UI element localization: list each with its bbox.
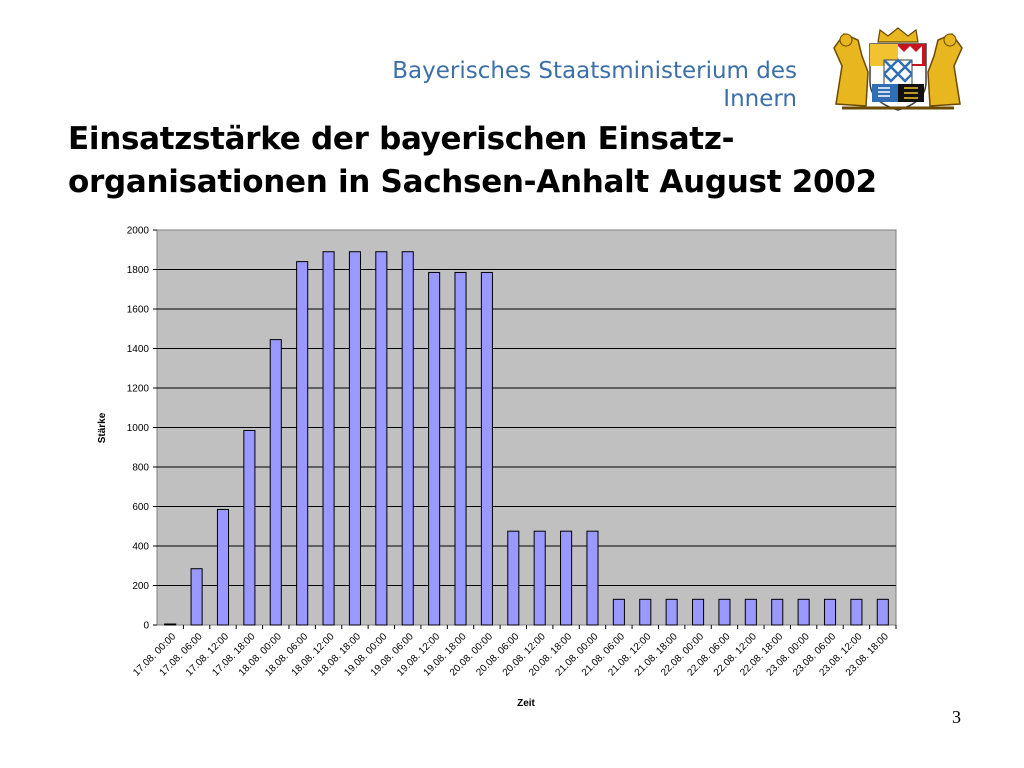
- y-tick-label: 400: [132, 542, 149, 553]
- bar: [428, 271, 441, 626]
- bar: [216, 508, 230, 626]
- slide-title-line2: organisationen in Sachsen-Anhalt August …: [68, 164, 877, 200]
- bar: [348, 251, 361, 626]
- bar: [507, 530, 520, 626]
- bar: [797, 598, 810, 626]
- bar: [190, 568, 203, 626]
- bar: [612, 598, 625, 626]
- bar: [744, 598, 757, 626]
- bar: [296, 261, 309, 626]
- bars: [164, 251, 889, 626]
- bar: [322, 251, 335, 626]
- bar: [823, 598, 837, 626]
- y-axis-label: Stärke: [97, 412, 108, 443]
- bar: [771, 598, 784, 626]
- bar: [560, 530, 573, 626]
- bar: [375, 251, 388, 626]
- bar: [876, 598, 889, 626]
- bar: [480, 271, 493, 626]
- y-tick-label: 200: [132, 581, 149, 592]
- bar: [269, 339, 282, 626]
- bar: [586, 530, 599, 626]
- bar: [665, 598, 678, 626]
- bavarian-coat-of-arms-icon: [833, 27, 963, 111]
- bar: [639, 598, 652, 626]
- bar: [850, 598, 863, 626]
- bar: [454, 271, 467, 626]
- ministry-name-line2: Innern: [723, 86, 797, 112]
- bar: [533, 530, 546, 626]
- y-tick-labels: 0 200 400 600 800 1000 1200 1400 1600 1800 2000: [127, 226, 157, 632]
- y-tick-label: 600: [132, 502, 149, 513]
- y-tick-label: 2000: [127, 226, 150, 237]
- y-tick-label: 0: [143, 621, 149, 632]
- bar: [164, 623, 177, 626]
- y-tick-label: 1800: [127, 265, 150, 276]
- ministry-name-line1: Bayerisches Staatsministerium des: [392, 58, 797, 84]
- bar: [692, 598, 705, 626]
- slide-title-line1: Einsatzstärke der bayerischen Einsatz-: [68, 121, 735, 157]
- bar: [243, 429, 256, 626]
- bar: [401, 251, 414, 626]
- x-axis-label: Zeit: [517, 698, 535, 709]
- y-tick-label: 1400: [127, 344, 150, 355]
- slide-title: Einsatzstärke der bayerischen Einsatz- o…: [68, 118, 968, 204]
- y-tick-label: 800: [132, 463, 149, 474]
- y-tick-label: 1200: [127, 384, 150, 395]
- bar: [718, 598, 731, 626]
- page-number: 3: [952, 707, 961, 727]
- ministry-name: Bayerisches Staatsministerium des Innern: [297, 57, 797, 113]
- y-tick-label: 1000: [127, 423, 150, 434]
- y-tick-label: 1600: [127, 305, 150, 316]
- gridlines: [157, 269, 896, 586]
